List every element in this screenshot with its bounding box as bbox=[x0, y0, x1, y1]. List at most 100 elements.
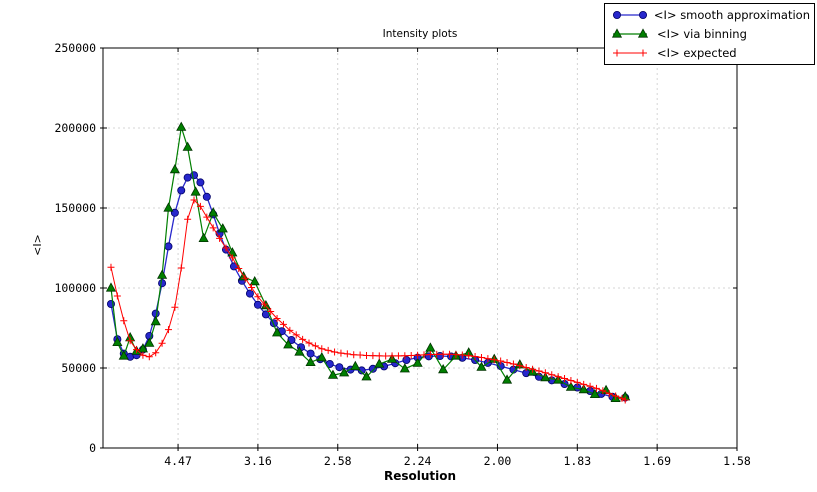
marker-plus bbox=[139, 351, 147, 359]
marker-plus bbox=[260, 300, 268, 308]
marker-plus bbox=[241, 274, 249, 282]
legend-marker-plus-icon bbox=[613, 49, 647, 57]
marker-triangle bbox=[260, 299, 271, 310]
x-tick-label: 2.24 bbox=[404, 454, 432, 468]
marker-plus bbox=[120, 317, 128, 325]
x-tick-label: 2.58 bbox=[324, 454, 352, 468]
marker-plus bbox=[567, 376, 575, 384]
x-tick-label: 1.83 bbox=[563, 454, 591, 468]
marker-plus bbox=[337, 349, 345, 357]
marker-triangle bbox=[611, 28, 623, 38]
marker-plus bbox=[621, 396, 629, 404]
marker-triangle bbox=[169, 163, 180, 174]
marker-plus bbox=[503, 359, 511, 367]
marker-plus bbox=[356, 351, 364, 359]
marker-plus bbox=[126, 337, 134, 345]
marker-plus bbox=[324, 346, 332, 354]
marker-plus bbox=[152, 349, 160, 357]
marker-triangle bbox=[294, 346, 305, 356]
marker-triangle bbox=[589, 388, 600, 398]
marker-plus bbox=[573, 378, 581, 386]
series-smooth-approximation bbox=[106, 171, 630, 402]
marker-plus bbox=[554, 373, 562, 381]
marker-triangle bbox=[144, 337, 155, 347]
marker-plus bbox=[216, 234, 224, 242]
marker-triangle bbox=[501, 374, 513, 384]
marker-circle bbox=[196, 178, 205, 187]
marker-plus bbox=[548, 371, 556, 379]
marker-plus bbox=[311, 342, 319, 350]
marker-plus bbox=[439, 350, 447, 358]
marker-triangle bbox=[361, 371, 372, 381]
marker-triangle bbox=[476, 361, 487, 371]
plot-border bbox=[102, 47, 738, 449]
legend-item-label: <I> smooth approximation bbox=[653, 8, 810, 23]
marker-plus bbox=[497, 357, 505, 365]
y-tick-label: 200000 bbox=[54, 121, 96, 135]
marker-plus bbox=[107, 263, 115, 271]
marker-plus bbox=[407, 351, 415, 359]
series-via-binning bbox=[105, 121, 631, 402]
marker-plus bbox=[292, 331, 300, 339]
y-tick-label: 250000 bbox=[54, 41, 96, 55]
marker-plus bbox=[305, 339, 313, 347]
marker-triangle bbox=[182, 141, 193, 151]
marker-plus bbox=[350, 351, 358, 359]
marker-plus bbox=[196, 202, 204, 210]
x-tick-label: 1.69 bbox=[643, 454, 671, 468]
marker-triangle bbox=[208, 207, 219, 217]
marker-triangle bbox=[150, 315, 161, 326]
marker-plus bbox=[299, 335, 307, 343]
y-tick-label: 150000 bbox=[54, 201, 96, 215]
marker-plus bbox=[158, 339, 166, 347]
marker-triangle bbox=[305, 356, 316, 366]
marker-circle bbox=[245, 289, 254, 298]
marker-triangle bbox=[565, 381, 576, 391]
legend-item-label: <I> via binning bbox=[657, 26, 747, 41]
marker-plus bbox=[113, 292, 121, 300]
legend-item-label: <I> expected bbox=[657, 45, 737, 60]
marker-triangle bbox=[412, 357, 423, 367]
marker-triangle bbox=[112, 336, 123, 346]
marker-plus bbox=[375, 352, 383, 360]
marker-circle bbox=[306, 349, 315, 358]
marker-plus bbox=[279, 320, 287, 328]
marker-plus bbox=[414, 351, 422, 359]
marker-plus bbox=[286, 326, 294, 334]
marker-plus bbox=[613, 49, 621, 57]
marker-triangle bbox=[316, 351, 327, 362]
marker-triangle bbox=[637, 28, 649, 38]
marker-plus bbox=[477, 353, 485, 361]
x-tick-label: 4.47 bbox=[164, 454, 192, 468]
legend-marker-circle-icon bbox=[613, 11, 647, 20]
marker-triangle bbox=[190, 186, 201, 196]
marker-plus bbox=[599, 387, 607, 395]
series-line-smooth-approximation bbox=[110, 174, 626, 399]
marker-plus bbox=[535, 367, 543, 375]
marker-plus bbox=[509, 360, 517, 368]
marker-circle bbox=[190, 171, 199, 180]
marker-plus bbox=[209, 224, 217, 232]
marker-triangle bbox=[198, 232, 209, 242]
x-axis-label: Resolution bbox=[383, 469, 457, 483]
marker-triangle bbox=[374, 358, 385, 368]
marker-circle bbox=[638, 11, 647, 20]
marker-plus bbox=[184, 215, 192, 223]
marker-circle bbox=[357, 366, 366, 375]
marker-triangle bbox=[176, 121, 187, 131]
marker-plus bbox=[267, 308, 275, 316]
marker-triangle bbox=[163, 202, 174, 212]
marker-plus bbox=[190, 196, 198, 204]
marker-plus bbox=[273, 315, 281, 323]
marker-plus bbox=[394, 352, 402, 360]
legend: <I> smooth approximation <I> via binning… bbox=[604, 3, 815, 65]
marker-plus bbox=[458, 351, 466, 359]
marker-plus bbox=[222, 244, 230, 252]
marker-circle bbox=[402, 355, 411, 364]
marker-plus bbox=[529, 365, 537, 373]
legend-item-smooth-approximation: <I> smooth approximation bbox=[609, 6, 810, 24]
marker-plus bbox=[369, 352, 377, 360]
marker-plus bbox=[612, 392, 620, 400]
marker-circle bbox=[435, 351, 444, 360]
